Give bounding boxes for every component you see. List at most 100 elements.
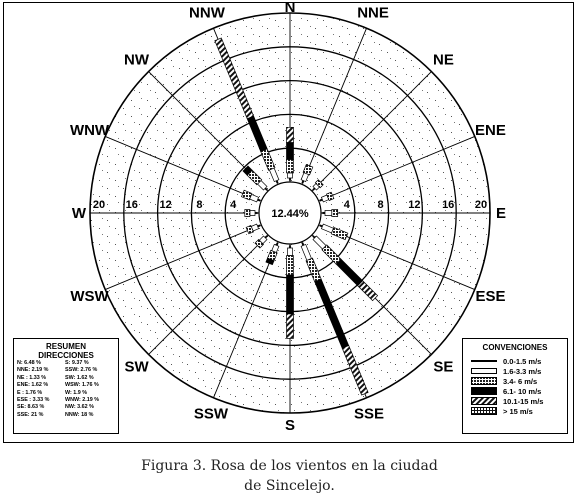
direction-label-nw: NW — [124, 52, 150, 69]
rose-spoke — [105, 136, 262, 202]
rose-bar-w-0 — [254, 211, 258, 215]
direction-label-ne: NE — [433, 52, 454, 69]
direction-label-nne: NNE — [357, 5, 389, 22]
legend-swatch — [471, 368, 497, 374]
legend-label: > 15 m/s — [503, 406, 533, 416]
radial-tick-label-east: 4 — [344, 199, 351, 211]
direction-label-nnw: NNW — [189, 5, 226, 22]
radial-tick-label-west: 8 — [196, 199, 202, 211]
summary-row: ENE: 1.62 % WSW: 1.76 % — [14, 382, 118, 389]
direction-label-ese: ESE — [475, 288, 505, 305]
direction-label-e: E — [496, 205, 506, 222]
rose-bar-e-0 — [322, 211, 326, 215]
summary-box: RESUMEN DIRECCIONES N: 6.48 % S: 9.37 % NN… — [13, 338, 119, 434]
rose-bars — [214, 37, 379, 396]
rose-bar-e-1 — [324, 210, 333, 216]
summary-cell: ENE: 1.62 % — [17, 382, 49, 389]
summary-title: RESUMEN DIRECCIONES — [14, 342, 118, 360]
legend-label: 3.4- 6 m/s — [503, 376, 538, 386]
direction-labels: N NNE NE ENE E ESE SE SSE S SSW SW WSW W WNW NW NNW — [70, 0, 506, 434]
summary-cell: NW: 3.62 % — [65, 404, 94, 411]
summary-cell: NNE: 2.19 % — [17, 367, 49, 374]
direction-label-ene: ENE — [475, 122, 506, 139]
direction-label-sse: SSE — [354, 405, 384, 422]
summary-cell: SW: 1.62 % — [65, 374, 94, 381]
rose-bar-n-1 — [287, 172, 293, 179]
caption-line-2: de Sincelejo. — [244, 478, 335, 494]
legend-entry: 0.0-1.5 m/s — [463, 356, 567, 366]
rose-bar-s-1 — [287, 247, 293, 256]
calm-circle-shape — [258, 181, 322, 245]
rose-bar-nnw-4 — [214, 37, 255, 120]
summary-cell: S: 9.37 % — [65, 360, 89, 366]
summary-cell: SSW: 2.76 % — [65, 367, 98, 374]
rose-spoke — [213, 241, 279, 398]
rose-bar-n-0 — [289, 177, 291, 181]
rose-bar-se-4 — [357, 280, 379, 302]
rose-bar-nw-3 — [242, 165, 253, 176]
radial-tick-label-east: 20 — [475, 199, 487, 211]
rose-bar-ne-2 — [314, 179, 324, 189]
summary-row: NNE: 2.19 % SSW: 2.76 % — [14, 367, 118, 374]
summary-cell: NNW: 18 % — [65, 411, 94, 418]
rose-bar-w-1 — [249, 210, 256, 216]
rose-bar-n-3 — [286, 142, 294, 160]
legend-entry: 10.1-15 m/s — [463, 396, 567, 406]
calm-label: 12.44% — [271, 208, 309, 220]
legend-entry: 6.1- 10 m/s — [463, 386, 567, 396]
legend-swatch — [471, 360, 497, 362]
radial-tick-label-west: 20 — [93, 199, 105, 211]
rose-bar-n-4 — [286, 126, 294, 143]
legend-box: CONVENCIONES 0.0-1.5 m/s 1.6-3.3 m/s 3.4- … — [462, 338, 568, 434]
rose-bar-nne-2 — [302, 164, 314, 176]
rose-bar-ene-2 — [326, 191, 335, 202]
summary-cell: NE : 1.33 % — [17, 374, 47, 381]
rose-bar-e-2 — [331, 209, 339, 217]
wind-rose-chart: 12.44% 4 4 8 8 12 12 16 16 20 20 N NNE NE ENE E ESE SE S… — [70, 0, 506, 434]
summary-rows: N: 6.48 % S: 9.37 % NNE: 2.19 % SSW: 2.76 %… — [14, 360, 118, 419]
legend-swatch — [471, 387, 497, 395]
rose-bar-ssw-3 — [265, 257, 275, 266]
summary-cell: N: 6.48 % — [17, 360, 41, 366]
radial-tick-label-east: 16 — [442, 199, 454, 211]
radial-tick-label-west: 16 — [126, 199, 138, 211]
summary-title-line: DIRECCIONES — [38, 351, 94, 360]
rose-bar-s-0 — [289, 245, 291, 249]
summary-cell: W: 1.9 % — [65, 389, 88, 396]
legend-rows: 0.0-1.5 m/s 1.6-3.3 m/s 3.4- 6 m/s 6.1- 10 … — [463, 356, 567, 416]
summary-cell: SE: 8.63 % — [17, 404, 45, 411]
rose-bar-sse-4 — [341, 345, 369, 396]
legend-title: CONVENCIONES — [482, 343, 548, 352]
legend-label: 1.6-3.3 m/s — [503, 366, 542, 376]
legend-entry: 3.4- 6 m/s — [463, 376, 567, 386]
rose-spoke — [148, 234, 269, 355]
direction-label-sw: SW — [124, 358, 149, 375]
summary-cell: WNW: 2.19 % — [65, 397, 100, 404]
radial-tick-label-west: 12 — [159, 199, 171, 211]
caption-line-1: Figura 3. Rosa de los vientos en la ciud… — [141, 458, 438, 474]
direction-label-wnw: WNW — [70, 122, 110, 139]
figure-caption: Figura 3. Rosa de los vientos en la ciud… — [0, 456, 579, 496]
summary-cell: E : 1.76 % — [17, 389, 43, 396]
radial-tick-label-west: 4 — [230, 199, 237, 211]
rose-spoke — [301, 28, 367, 185]
legend-swatch — [471, 377, 497, 385]
summary-row: SE: 8.63 % NW: 3.62 % — [14, 404, 118, 411]
rose-bar-ese-2 — [330, 226, 349, 241]
direction-label-se: SE — [433, 358, 453, 375]
rose-bar-n-2 — [286, 159, 294, 174]
radial-tick-labels: 4 4 8 8 12 12 16 16 20 20 — [93, 199, 487, 211]
direction-label-wsw: WSW — [70, 288, 109, 305]
summary-row: ESE : 3.33 % WNW: 2.19 % — [14, 397, 118, 404]
summary-cell: SSE: 21 % — [17, 411, 44, 418]
summary-row: N: 6.48 % S: 9.37 % — [14, 360, 118, 367]
legend-swatch — [471, 407, 497, 415]
direction-label-n: N — [285, 0, 296, 16]
legend-label: 0.0-1.5 m/s — [503, 356, 542, 366]
legend-swatch — [471, 397, 497, 405]
summary-row: SSE: 21 % NNW: 18 % — [14, 412, 118, 419]
rose-spoke — [311, 71, 432, 192]
rose-bar-w-2 — [244, 209, 251, 217]
summary-cell: ESE : 3.33 % — [17, 397, 50, 404]
rose-bar-wsw-2 — [245, 224, 254, 235]
